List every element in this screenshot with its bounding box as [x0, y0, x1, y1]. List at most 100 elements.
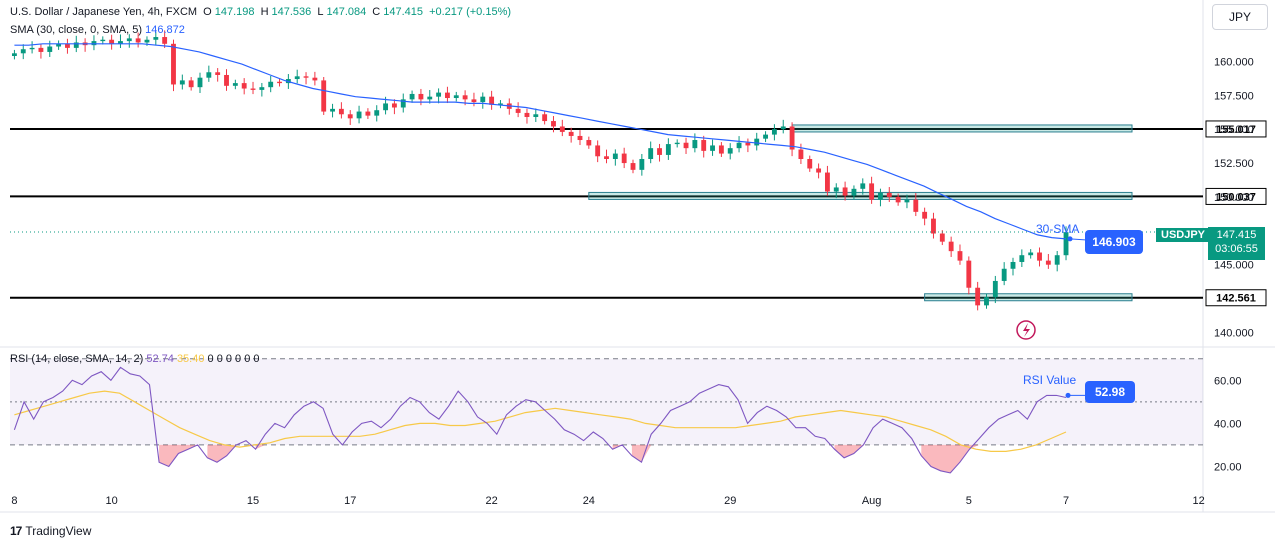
symbol-price-tag: USDJPY: [1156, 228, 1211, 242]
high-label: H: [260, 6, 269, 18]
annotations: [1016, 236, 1086, 398]
candle-body: [312, 77, 318, 81]
zone-rectangle: [924, 293, 1133, 302]
candle-body: [453, 95, 459, 99]
candle-body: [400, 99, 406, 108]
candle-body: [718, 145, 724, 154]
candle-body: [91, 41, 97, 46]
candle-body: [418, 93, 424, 100]
candle-body: [763, 134, 768, 139]
candle-body: [498, 103, 503, 105]
price-axis-tick: 155.000: [1214, 124, 1254, 136]
candle-body: [595, 145, 601, 157]
rsi-axis-tick: 40.00: [1214, 418, 1242, 430]
candle-body: [674, 142, 680, 145]
candle-body: [975, 287, 981, 306]
candle-body: [727, 148, 733, 154]
rsi-line: [13, 366, 1067, 474]
candle-body: [162, 37, 168, 44]
level-price-box: [1205, 187, 1267, 205]
currency-button[interactable]: JPY: [1212, 4, 1268, 30]
candle-body: [542, 114, 548, 122]
candle-body: [869, 183, 875, 200]
sma-annotation-connector: [1069, 238, 1086, 241]
candle-body: [798, 149, 804, 159]
chart-legend-header[interactable]: U.S. Dollar / Japanese Yen, 4h, FXCM O 14…: [10, 6, 514, 18]
candle-body: [630, 163, 636, 170]
last-price-value: 147.415: [1216, 229, 1257, 241]
sma-legend[interactable]: SMA (30, close, 0, SMA, 5) 146.872: [10, 24, 185, 36]
candle-body: [338, 108, 344, 115]
candle-body: [524, 112, 530, 117]
candle-body: [241, 83, 247, 89]
candle-body: [268, 81, 274, 88]
candle-body: [816, 168, 822, 173]
price-axis-tick: 152.500: [1214, 158, 1254, 170]
last-price-tag: 147.415 03:06:55: [1208, 227, 1265, 260]
close-value: 147.415: [383, 6, 424, 18]
sma-30-line: [14, 43, 1067, 240]
candle-body: [409, 93, 415, 100]
rsi-lines: [13, 366, 1067, 474]
open-label: O: [203, 6, 212, 18]
candle-body: [29, 47, 35, 50]
time-axis-tick: 5: [966, 495, 972, 507]
candle-body: [657, 148, 662, 155]
bar-countdown: 03:06:55: [1215, 243, 1258, 255]
candle-body: [878, 192, 883, 200]
candle-body: [754, 138, 760, 146]
candle-body: [789, 126, 795, 150]
candle-body: [1001, 268, 1007, 281]
candle-body: [824, 172, 830, 192]
candle-body: [559, 126, 565, 132]
candle-body: [303, 76, 309, 78]
support-resistance-levels: 155.017 150.037 142.561: [10, 120, 1267, 307]
candle-body: [648, 148, 654, 159]
candle-body: [710, 145, 715, 151]
candle-body: [56, 43, 62, 47]
candle-body: [683, 142, 689, 149]
candle-body: [250, 88, 256, 90]
candle-body: [771, 129, 777, 135]
candle-body: [436, 92, 442, 97]
zone-rectangle: [791, 124, 1133, 133]
candle-body: [665, 144, 671, 155]
tradingview-branding[interactable]: 17 TradingView: [10, 524, 91, 538]
price-grid: [0, 0, 1275, 513]
candle-body: [391, 103, 397, 108]
rsi-axis-tick: 60.00: [1214, 375, 1242, 387]
candle-body: [1045, 260, 1051, 265]
candle-body: [931, 218, 936, 234]
candle-body: [692, 140, 698, 149]
rsi-legend-value: 52.74: [146, 353, 174, 365]
candle-body: [1063, 232, 1069, 256]
change-value: +0.217 (+0.15%): [429, 6, 512, 18]
candle-body: [922, 211, 928, 219]
candle-body: [833, 187, 839, 192]
candle-body: [471, 99, 477, 103]
candle-body: [179, 80, 185, 85]
candle-body: [1028, 252, 1034, 256]
rsi-legend[interactable]: RSI (14, close, SMA, 14, 2) 52.74 35.40 …: [10, 353, 260, 365]
rsi-value-callout: 52.98: [1085, 381, 1135, 403]
candle-body: [480, 96, 486, 103]
lightning-icon-bolt: [1023, 323, 1031, 337]
sma-legend-label: SMA (30, close, 0, SMA, 5): [10, 24, 143, 36]
candle-body: [568, 131, 574, 136]
candle-body: [259, 87, 265, 90]
time-axis-tick: 12: [1192, 495, 1204, 507]
time-axis-tick: 29: [724, 495, 736, 507]
time-axis-tick: 7: [1063, 495, 1069, 507]
candle-body: [11, 53, 17, 57]
candle-body: [126, 38, 132, 42]
candle-body: [701, 140, 707, 151]
candle-body: [948, 241, 954, 252]
candle-body: [462, 95, 468, 100]
candle-body: [347, 114, 353, 119]
candle-body: [621, 153, 627, 164]
low-label: L: [317, 6, 324, 18]
candle-body: [1054, 255, 1060, 265]
candle-body: [153, 37, 159, 40]
candle-body: [47, 46, 53, 52]
